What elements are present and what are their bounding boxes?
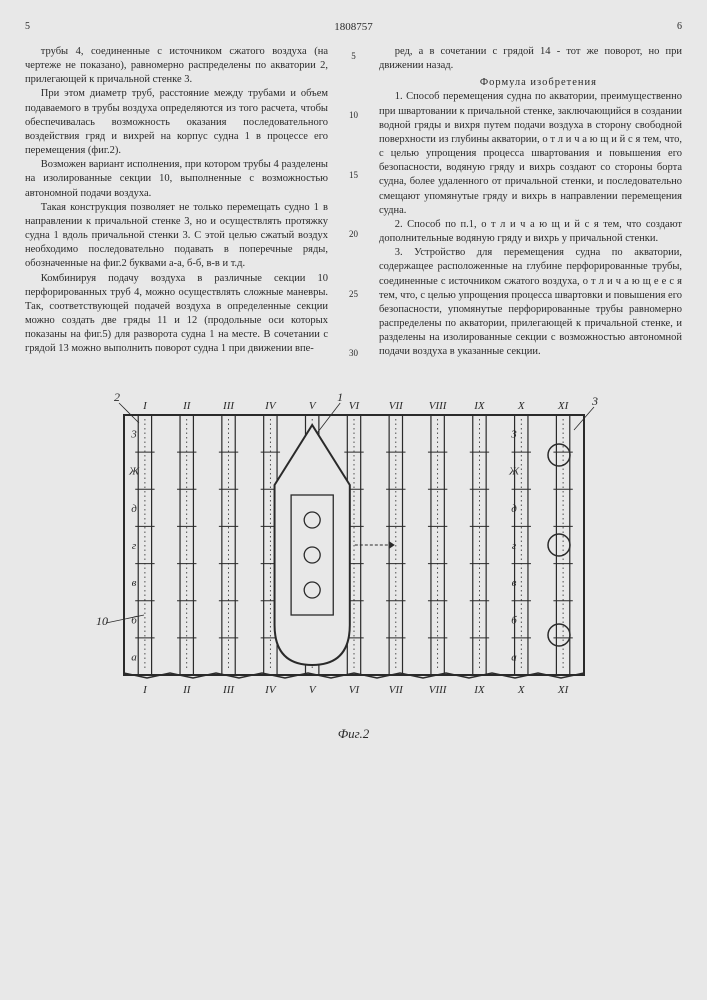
svg-text:а: а xyxy=(131,651,137,663)
page-header: 5 1808757 6 xyxy=(25,20,682,35)
para: При этом диаметр труб, расстояние между … xyxy=(25,87,328,158)
svg-text:III: III xyxy=(222,400,235,412)
svg-text:в: в xyxy=(131,577,136,589)
left-column: трубы 4, соединенные с источником сжатог… xyxy=(25,45,328,360)
svg-text:III: III xyxy=(222,684,235,696)
svg-text:V: V xyxy=(308,400,316,412)
svg-text:IX: IX xyxy=(473,684,486,696)
svg-text:V: V xyxy=(308,684,316,696)
svg-text:б: б xyxy=(511,614,517,626)
svg-text:XI: XI xyxy=(556,684,569,696)
svg-text:3: 3 xyxy=(591,394,598,408)
svg-text:3: 3 xyxy=(130,428,137,440)
svg-text:I: I xyxy=(142,684,148,696)
svg-text:X: X xyxy=(516,684,525,696)
right-column: ред, а в сочетании с грядой 14 - тот же … xyxy=(379,45,682,360)
para: Возможен вариант исполнения, при котором… xyxy=(25,158,328,201)
svg-text:IV: IV xyxy=(264,400,277,412)
svg-text:II: II xyxy=(182,400,192,412)
figure-label: Фиг.2 xyxy=(25,725,682,743)
svg-text:VI: VI xyxy=(348,684,360,696)
claim: 2. Способ по п.1, о т л и ч а ю щ и й с … xyxy=(379,218,682,246)
svg-text:II: II xyxy=(182,684,192,696)
svg-text:3: 3 xyxy=(510,428,517,440)
line-numbers: 5 10 15 20 25 30 xyxy=(346,45,361,360)
svg-text:б: б xyxy=(131,614,137,626)
figure-2: IIIIIIIIIIIIIVIVVVVIVIVIIVIIVIIIVIIIIXIX… xyxy=(25,375,682,743)
svg-text:1: 1 xyxy=(337,390,343,404)
text-columns: трубы 4, соединенные с источником сжатог… xyxy=(25,45,682,360)
para: Такая конструкция позволяет не только пе… xyxy=(25,201,328,272)
svg-text:XI: XI xyxy=(556,400,569,412)
svg-text:д: д xyxy=(511,502,517,514)
figure-svg: IIIIIIIIIIIIIVIVVVVIVIVIIVIIVIIIVIIIIXIX… xyxy=(74,375,634,715)
svg-text:X: X xyxy=(516,400,525,412)
svg-text:Ж: Ж xyxy=(127,465,139,477)
para: трубы 4, соединенные с источником сжатог… xyxy=(25,45,328,88)
svg-text:Ж: Ж xyxy=(507,465,519,477)
page-right: 6 xyxy=(677,20,682,35)
svg-text:VII: VII xyxy=(388,684,403,696)
para: ред, а в сочетании с грядой 14 - тот же … xyxy=(379,45,682,73)
svg-text:VIII: VIII xyxy=(428,684,447,696)
para: Комбинируя подачу воздуха в различные се… xyxy=(25,272,328,357)
claim: 1. Способ перемещения судна по акватории… xyxy=(379,90,682,218)
svg-text:VIII: VIII xyxy=(428,400,447,412)
claim: 3. Устройство для перемещения судна по а… xyxy=(379,246,682,359)
page-left: 5 xyxy=(25,20,30,35)
svg-text:IX: IX xyxy=(473,400,486,412)
svg-text:г: г xyxy=(511,540,516,552)
svg-text:VI: VI xyxy=(348,400,360,412)
svg-text:IV: IV xyxy=(264,684,277,696)
svg-text:д: д xyxy=(131,502,137,514)
formula-title: Формула изобретения xyxy=(379,76,682,90)
svg-text:г: г xyxy=(131,540,136,552)
svg-text:VII: VII xyxy=(388,400,403,412)
svg-text:в: в xyxy=(511,577,516,589)
svg-text:2: 2 xyxy=(114,390,120,404)
svg-text:I: I xyxy=(142,400,148,412)
patent-number: 1808757 xyxy=(334,20,373,35)
svg-text:а: а xyxy=(511,651,517,663)
svg-text:10: 10 xyxy=(96,614,108,628)
